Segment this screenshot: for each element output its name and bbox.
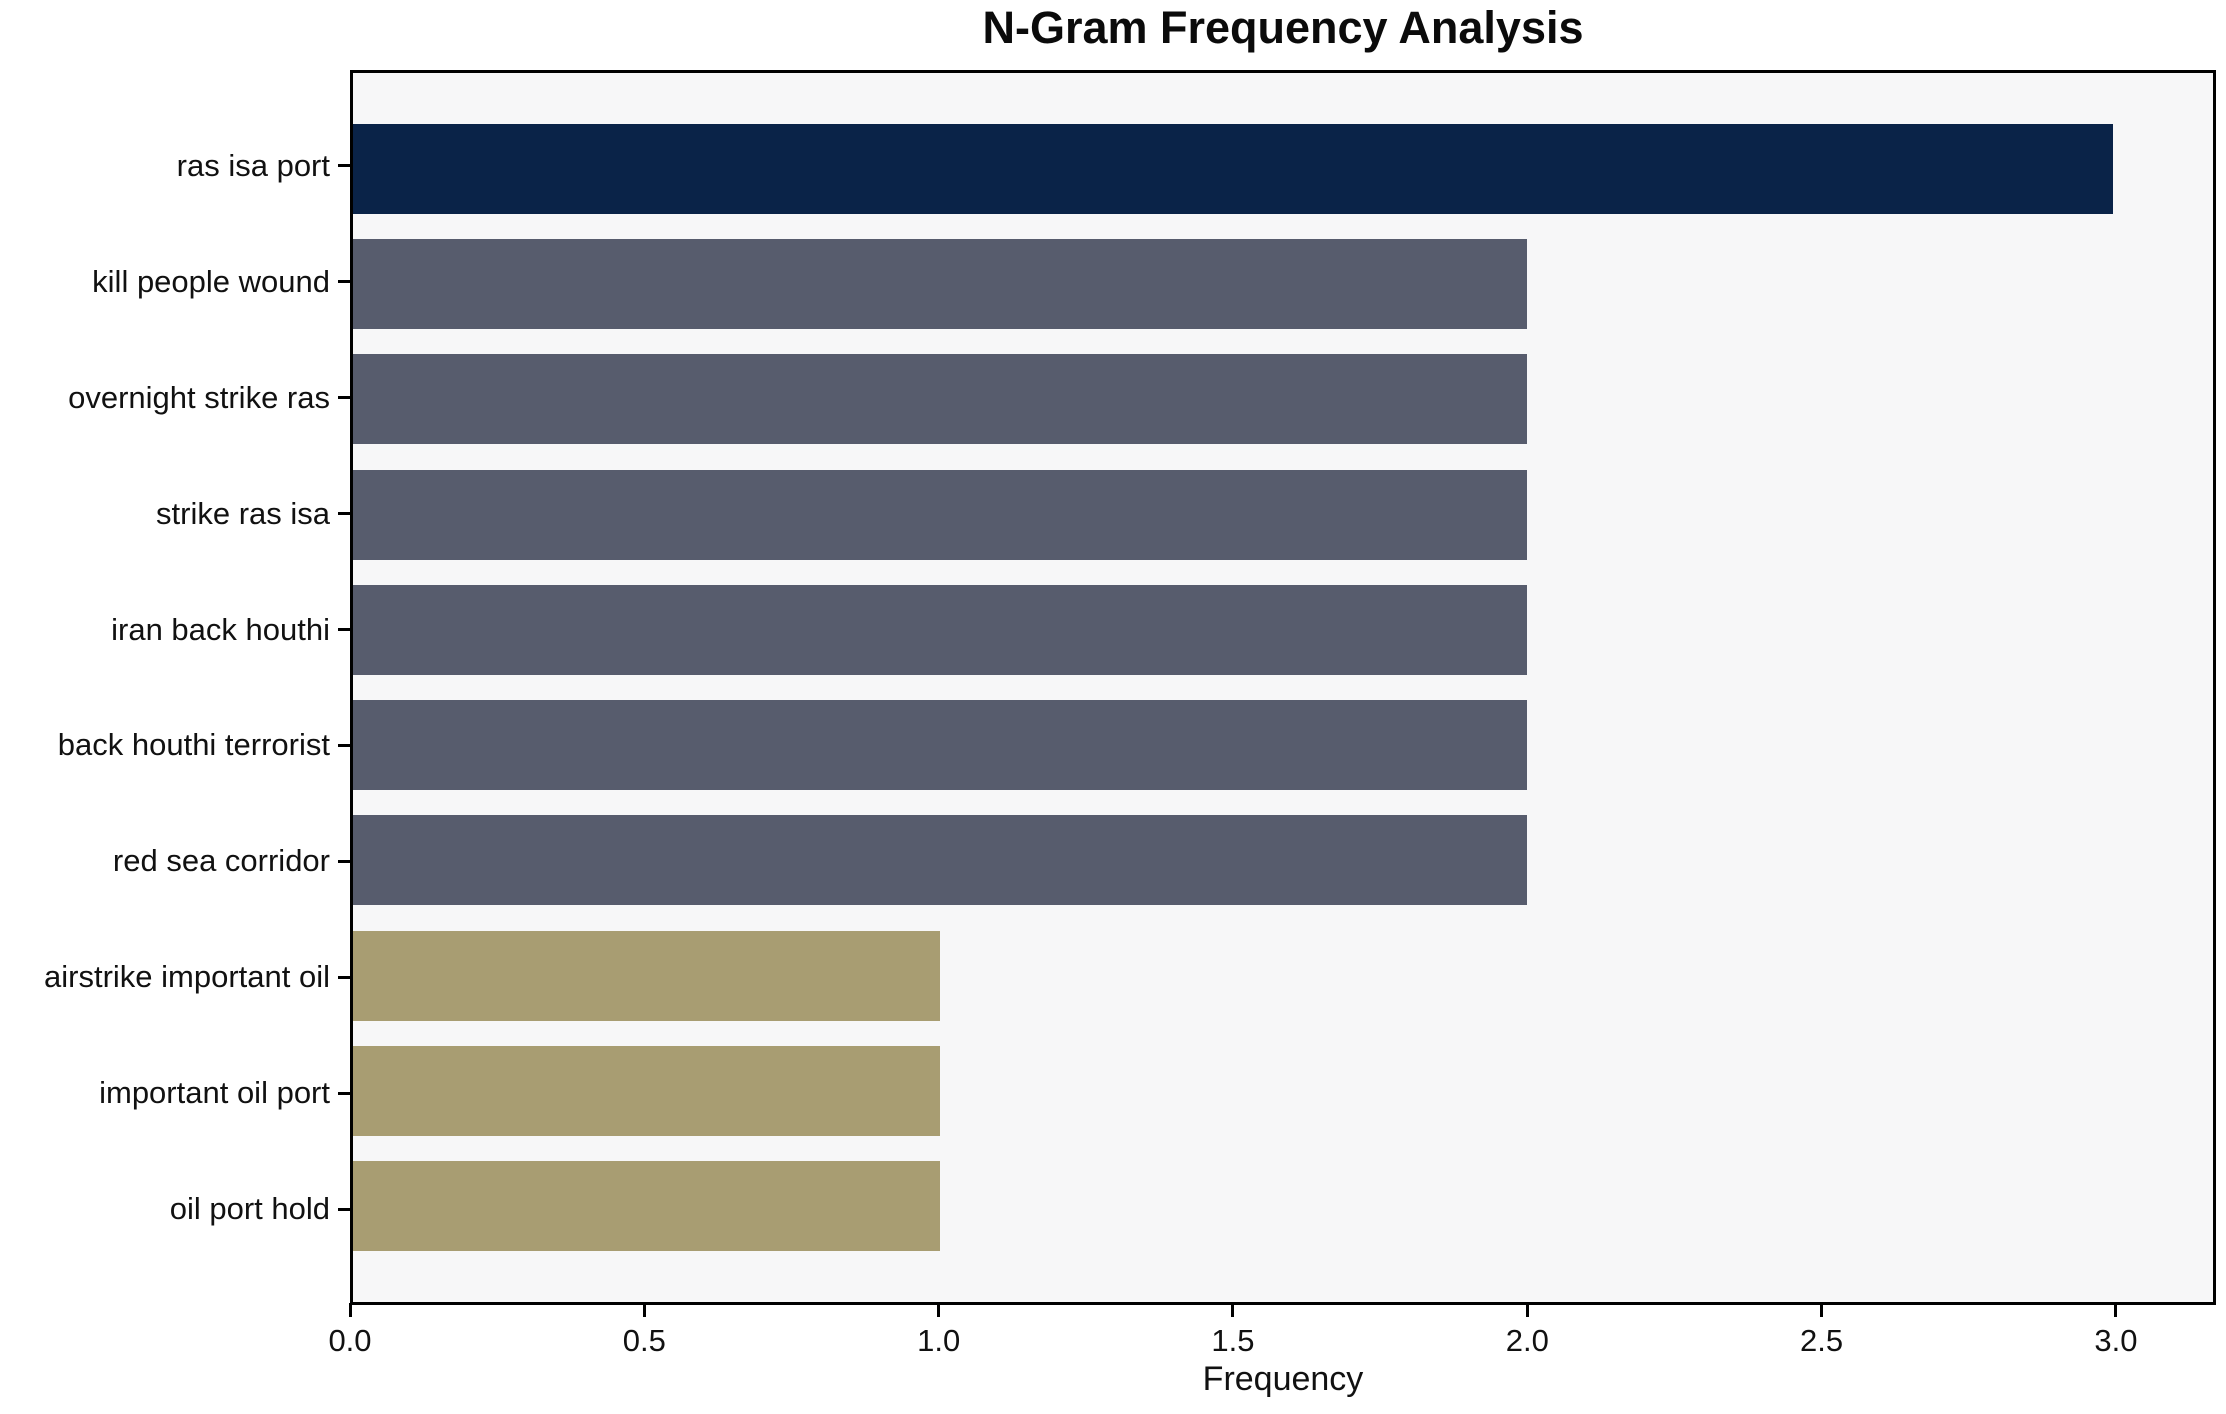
bar xyxy=(353,469,1527,560)
y-tick-label: kill people wound xyxy=(92,263,330,299)
y-label-band: overnight strike ras xyxy=(0,340,350,456)
y-tick-mark xyxy=(338,164,350,168)
y-tick-label: back houthi terrorist xyxy=(57,727,330,763)
y-tick-mark xyxy=(338,280,350,284)
x-tick-label: 3.0 xyxy=(2094,1323,2138,1358)
y-tick-label: important oil port xyxy=(99,1075,330,1111)
y-label-band: kill people wound xyxy=(0,224,350,340)
bar xyxy=(353,815,1527,906)
x-tick-label: 2.5 xyxy=(1800,1323,1844,1358)
y-label-band: important oil port xyxy=(0,1035,350,1151)
y-tick-label: overnight strike ras xyxy=(68,379,330,415)
bar-band xyxy=(353,342,2213,457)
y-tick-label: airstrike important oil xyxy=(44,959,330,995)
y-tick-mark xyxy=(338,859,350,863)
bar xyxy=(353,700,1527,791)
x-axis-label: Frequency xyxy=(1202,1360,1364,1398)
y-tick-mark xyxy=(338,512,350,516)
y-label-band: oil port hold xyxy=(0,1151,350,1267)
y-axis-labels: ras isa port kill people wound overnight s… xyxy=(0,70,350,1305)
bar-band xyxy=(353,1149,2213,1264)
y-tick-mark xyxy=(338,628,350,632)
x-axis: 0.0 0.5 1.0 1.5 2.0 2.5 3.0 xyxy=(328,1303,2216,1373)
x-tick-mark xyxy=(1231,1303,1235,1317)
y-tick-mark xyxy=(338,396,350,400)
y-tick-mark xyxy=(338,1091,350,1095)
x-tick-label: 2.0 xyxy=(1505,1323,1549,1358)
bar xyxy=(353,1046,940,1136)
x-tick-mark xyxy=(642,1303,646,1317)
x-tick-mark xyxy=(2114,1303,2118,1317)
bar-band xyxy=(353,111,2213,226)
y-label-band: ras isa port xyxy=(0,108,350,224)
bar xyxy=(353,123,2114,214)
y-tick-label: ras isa port xyxy=(176,147,330,183)
y-tick-label: iran back houthi xyxy=(111,611,330,647)
bar xyxy=(353,238,1527,329)
bar-band xyxy=(353,803,2213,918)
y-label-band: airstrike important oil xyxy=(0,919,350,1035)
bar-band xyxy=(353,1033,2213,1148)
x-tick-label: 0.0 xyxy=(328,1323,372,1358)
bar xyxy=(353,584,1527,675)
x-tick-label: 1.0 xyxy=(917,1323,961,1358)
bar-band xyxy=(353,918,2213,1033)
y-tick-mark xyxy=(338,743,350,747)
x-tick-mark xyxy=(1525,1303,1529,1317)
chart-title: N-Gram Frequency Analysis xyxy=(982,2,1584,53)
bar-band xyxy=(353,572,2213,687)
x-tick-label: 0.5 xyxy=(622,1323,666,1358)
y-tick-label: red sea corridor xyxy=(112,843,330,879)
bars-container xyxy=(353,73,2213,1302)
y-label-band: red sea corridor xyxy=(0,803,350,919)
bar xyxy=(353,1161,940,1252)
y-tick-mark xyxy=(338,975,350,979)
bar-band xyxy=(353,457,2213,572)
y-label-band: strike ras isa xyxy=(0,456,350,572)
x-tick-mark xyxy=(1820,1303,1824,1317)
x-tick-mark xyxy=(348,1303,352,1317)
bar-band xyxy=(353,226,2213,341)
y-label-band: back houthi terrorist xyxy=(0,688,350,804)
bar xyxy=(353,354,1527,445)
y-tick-mark xyxy=(338,1207,350,1211)
y-label-band: iran back houthi xyxy=(0,572,350,688)
x-tick-mark xyxy=(937,1303,941,1317)
y-tick-label: strike ras isa xyxy=(156,495,330,531)
bar xyxy=(353,930,940,1021)
plot-area xyxy=(350,70,2216,1305)
bar-band xyxy=(353,687,2213,802)
x-tick-label: 1.5 xyxy=(1211,1323,1255,1358)
y-tick-label: oil port hold xyxy=(169,1191,330,1227)
